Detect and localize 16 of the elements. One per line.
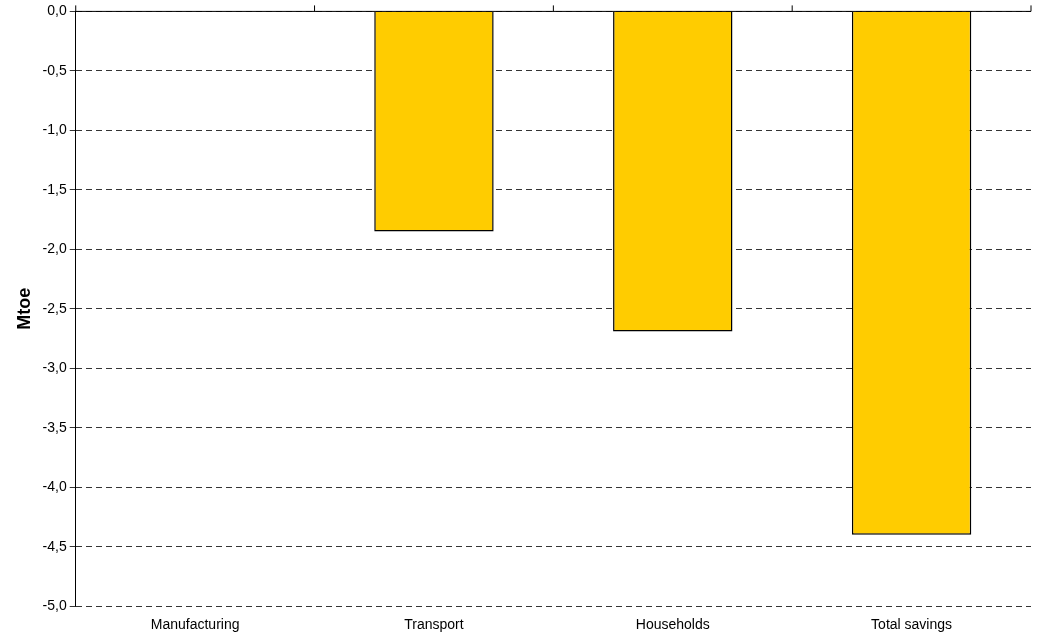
x-tick-label: Manufacturing xyxy=(150,616,240,633)
y-axis-title: Mtoe xyxy=(13,287,34,330)
y-tick-label: -5,0 xyxy=(42,597,67,614)
y-tick-label: -4,0 xyxy=(42,478,67,495)
x-tick-label: Total savings xyxy=(871,616,953,633)
x-tick-label: Transport xyxy=(404,616,464,633)
y-tick-label: -3,0 xyxy=(42,359,67,376)
y-tick-label: -2,0 xyxy=(42,240,67,257)
y-tick-label: -2,5 xyxy=(42,299,67,316)
y-tick-label: -1,5 xyxy=(42,180,67,197)
y-tick-label: 0,0 xyxy=(47,2,67,19)
y-tick-label: -1,0 xyxy=(42,121,67,138)
y-tick-label: -0,5 xyxy=(42,61,67,78)
y-tick-label: -3,5 xyxy=(42,418,67,435)
y-tick-label: -4,5 xyxy=(42,537,67,554)
x-tick-label: Households xyxy=(635,616,710,633)
